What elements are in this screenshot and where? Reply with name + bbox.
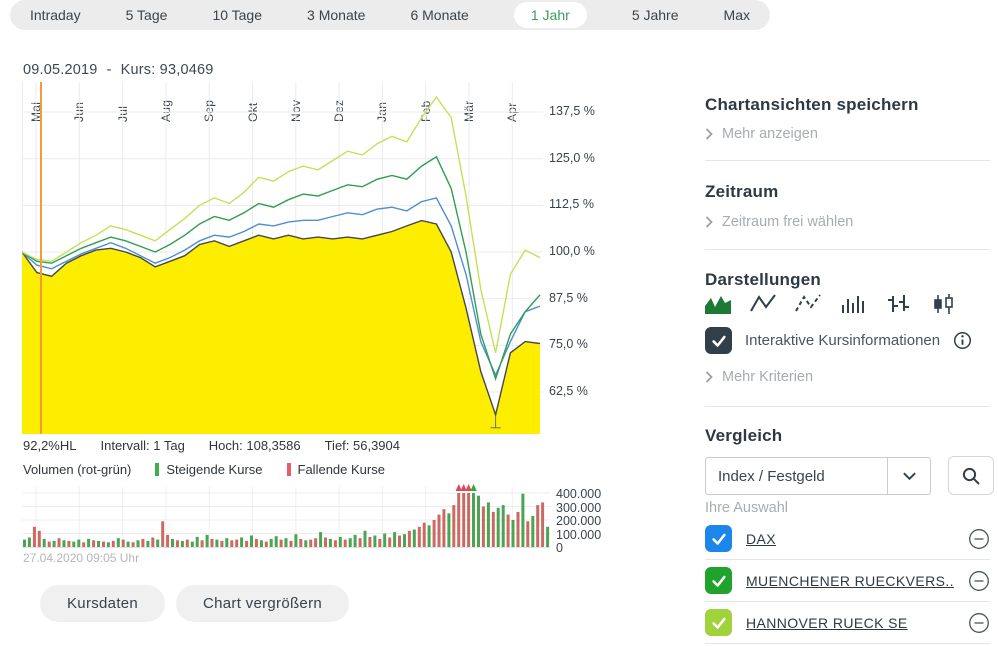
y-tick-label: 125,0 % — [549, 150, 595, 165]
check-icon — [711, 617, 726, 629]
section-title-chartansichten: Chartansichten speichern — [705, 95, 919, 114]
stat-intervall: Intervall: 1 Tag — [100, 438, 185, 453]
comparison-checkbox-muenchener-rueckvers[interactable] — [705, 567, 732, 594]
y-tick-label: 100,0 % — [549, 244, 595, 258]
divider — [705, 160, 990, 161]
y-tick-label: 137,5 % — [549, 104, 595, 118]
section-title-vergleich: Vergleich — [705, 426, 783, 445]
price-chart[interactable]: MaiJunJulAugSepOktNovDezJanFebMärApr — [22, 82, 543, 434]
tab-6-monate[interactable]: 6 Monate — [410, 7, 469, 23]
crosshair-date: 09.05.2019 — [23, 62, 98, 78]
tab-max[interactable]: Max — [723, 7, 750, 23]
check-icon — [711, 575, 726, 587]
vergleich-dropdown[interactable]: Index / Festgeld — [705, 457, 931, 495]
crosshair-kurs: Kurs: 93,0469 — [120, 62, 214, 78]
volume-legend: Volumen (rot-grün) Steigende Kurse Falle… — [23, 462, 385, 477]
chart-type-icon-row — [705, 292, 956, 314]
volume-tick-label: 0 — [556, 541, 563, 555]
comparison-row-hannover-rueck-se: HANNOVER RUECK SE — [705, 602, 990, 644]
y-tick-label: 87,5 % — [549, 290, 588, 305]
volume-tick-label: 300.000 — [556, 500, 602, 515]
y-tick-label: 62,5 % — [549, 383, 588, 398]
chart-stats: 92,2%HL Intervall: 1 Tag Hoch: 108,3586 … — [23, 438, 400, 453]
sidebar: Chartansichten speichern Mehr anzeigen Z… — [705, 0, 994, 646]
comparison-link-muenchener-rueckvers[interactable]: MUENCHENER RUECKVERS.. — [746, 572, 954, 589]
chevron-right-icon — [705, 128, 713, 140]
price-plot — [22, 82, 543, 434]
volume-bars-icon[interactable] — [840, 292, 866, 314]
down-volume-label: Fallende Kurse — [297, 462, 385, 477]
stat-tief: Tief: 56,3904 — [324, 438, 400, 453]
tab-3-monate[interactable]: 3 Monate — [307, 7, 366, 23]
comparison-selection-list: DAX MUENCHENER RUECKVERS.. HANNOVER RUECK … — [705, 518, 990, 644]
minus-circle-icon — [969, 612, 989, 633]
search-button[interactable] — [948, 456, 994, 495]
up-volume-label: Steigende Kurse — [166, 462, 263, 477]
info-icon[interactable] — [953, 331, 972, 350]
divider — [705, 406, 990, 407]
divider — [887, 458, 888, 494]
search-icon — [962, 467, 980, 485]
candlestick-icon[interactable] — [930, 292, 956, 314]
volume-tick-label: 200.000 — [556, 514, 602, 528]
divider — [705, 249, 990, 250]
time-range-tabbar: Intraday 5 Tage 10 Tage 3 Monate 6 Monate 1 J… — [10, 0, 770, 30]
section-title-darstellungen: Darstellungen — [705, 270, 821, 289]
kursdaten-button[interactable]: Kursdaten — [40, 585, 166, 622]
minus-circle-icon — [969, 570, 989, 591]
stat-hoch: Hoch: 108,3586 — [208, 438, 301, 453]
dashed-line-chart-icon[interactable] — [795, 292, 821, 314]
volume-plot — [22, 484, 550, 548]
volume-y-axis: 400.000 300.000 200.000 100.000 0 — [556, 483, 616, 555]
volume-chart — [22, 483, 550, 549]
ohlc-bars-icon[interactable] — [885, 292, 911, 314]
chevron-right-icon — [705, 371, 713, 383]
comparison-link-dax[interactable]: DAX — [746, 530, 776, 547]
price-y-axis: 137,5 % 125,0 % 112,5 % 100,0 % 87,5 % 75,0 %… — [549, 82, 609, 434]
tab-5-tage[interactable]: 5 Tage — [125, 7, 168, 23]
volume-title: Volumen (rot-grün) — [23, 462, 132, 477]
crosshair-readout: 09.05.2019- Kurs: 93,0469 — [23, 62, 214, 78]
interaktive-kursinformationen-row: Interaktive Kursinformationen — [705, 327, 972, 354]
check-icon — [711, 335, 726, 347]
up-volume-marker — [155, 463, 160, 476]
chart-vergroessern-button[interactable]: Chart vergrößern — [176, 585, 350, 622]
tab-5-jahre[interactable]: 5 Jahre — [631, 7, 679, 23]
interaktive-kursinformationen-checkbox[interactable] — [705, 327, 732, 354]
remove-muenchener-rueckvers-button[interactable] — [968, 570, 990, 592]
comparison-row-muenchener-rueckvers: MUENCHENER RUECKVERS.. — [705, 560, 990, 602]
volume-tick-label: 400.000 — [556, 487, 602, 501]
chevron-right-icon — [705, 216, 713, 228]
y-tick-label: 112,5 % — [549, 197, 594, 212]
tab-10-tage[interactable]: 10 Tage — [212, 7, 263, 23]
comparison-link-hannover-rueck-se[interactable]: HANNOVER RUECK SE — [746, 614, 908, 631]
tab-intraday[interactable]: Intraday — [30, 7, 81, 23]
down-volume-marker — [286, 463, 291, 476]
check-icon — [711, 533, 726, 545]
mehr-anzeigen-link[interactable]: Mehr anzeigen — [705, 126, 818, 142]
line-chart-icon[interactable] — [750, 292, 776, 314]
comparison-row-dax: DAX — [705, 518, 990, 560]
comparison-checkbox-hannover-rueck-se[interactable] — [705, 609, 732, 636]
tab-1-jahr[interactable]: 1 Jahr — [513, 2, 587, 28]
mehr-kriterien-link[interactable]: Mehr Kriterien — [705, 369, 813, 385]
minus-circle-icon — [969, 528, 989, 549]
remove-dax-button[interactable] — [968, 528, 990, 550]
ihre-auswahl-label: Ihre Auswahl — [705, 500, 789, 516]
zeitraum-frei-waehlen-link[interactable]: Zeitraum frei wählen — [705, 214, 853, 230]
stat-hl: 92,2%HL — [23, 438, 77, 453]
y-tick-label: 75,0 % — [549, 337, 588, 352]
section-title-zeitraum: Zeitraum — [705, 182, 779, 201]
remove-hannover-rueck-se-button[interactable] — [968, 612, 990, 634]
separator: - — [106, 62, 112, 78]
chevron-down-icon — [888, 471, 930, 481]
comparison-checkbox-dax[interactable] — [705, 525, 732, 552]
area-chart-icon[interactable] — [705, 292, 731, 314]
volume-tick-label: 100.000 — [556, 527, 602, 542]
last-update-timestamp: 27.04.2020 09:05 Uhr — [23, 551, 140, 565]
dropdown-value: Index / Festgeld — [718, 467, 825, 485]
